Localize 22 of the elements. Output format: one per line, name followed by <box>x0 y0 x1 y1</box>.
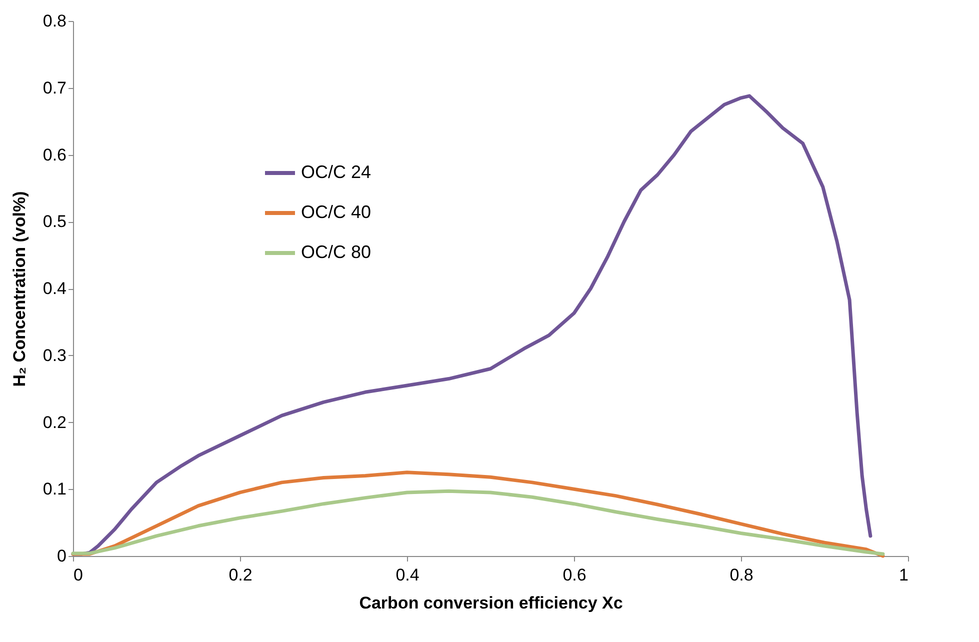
x-tick-label: 0 <box>74 566 83 584</box>
y-tick-label: 0.8 <box>42 12 66 30</box>
y-tick-label: 0.5 <box>42 212 66 232</box>
x-tick-label: 0.4 <box>396 566 420 584</box>
y-tick-label: 0 <box>57 546 66 566</box>
y-tick-label: 0.4 <box>42 279 66 298</box>
y-tick-label: 0.2 <box>42 412 66 432</box>
x-tick-label: 1 <box>899 566 908 584</box>
legend-label: OC/C 80 <box>301 242 372 262</box>
x-tick-label: 0.8 <box>730 566 754 584</box>
y-tick-label: 0.7 <box>42 78 66 98</box>
x-axis-title: Carbon conversion efficiency Xc <box>359 594 623 612</box>
line-series <box>71 470 885 558</box>
y-tick-label: 0.1 <box>42 480 66 499</box>
line-series <box>71 489 885 556</box>
legend-label: OC/C 24 <box>301 162 372 182</box>
x-tick-label: 0.6 <box>562 566 586 584</box>
legend-label: OC/C 40 <box>301 202 372 222</box>
y-axis-title: H₂ Concentration (vol%) <box>10 191 29 387</box>
y-tick-label: 0.6 <box>42 145 66 164</box>
x-tick-label: 0.2 <box>228 566 252 584</box>
y-tick-label: 0.3 <box>42 346 66 365</box>
